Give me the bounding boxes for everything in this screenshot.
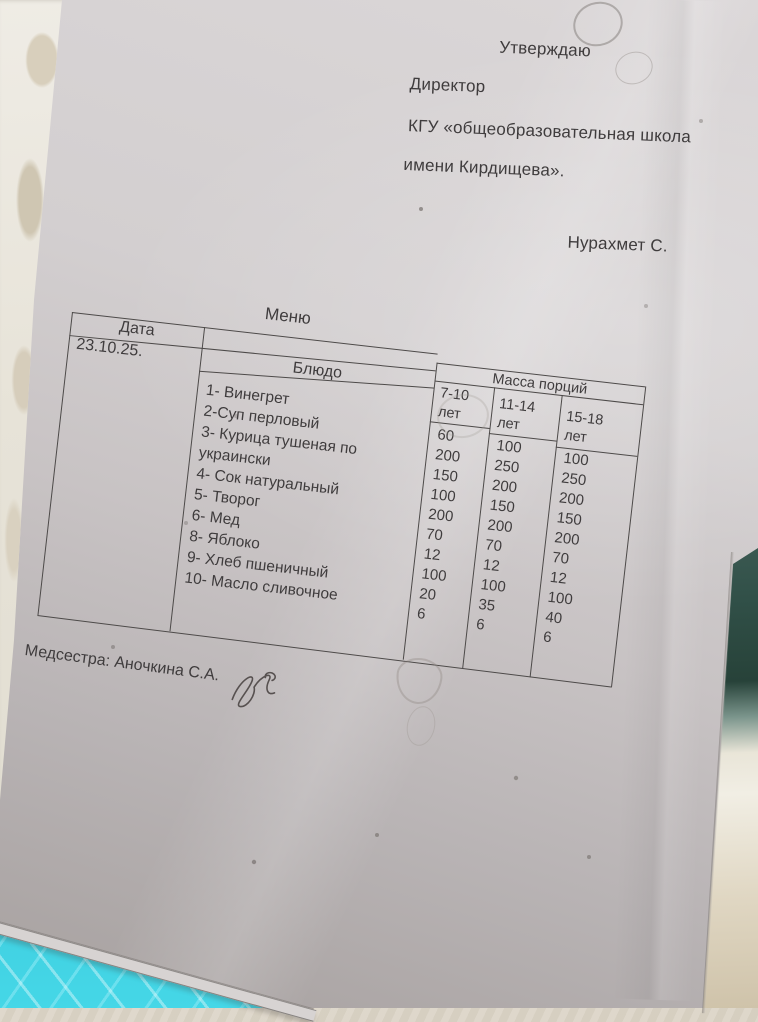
portion-value: 6 — [416, 605, 427, 623]
age-group-header-11-14: 11-14 лет — [496, 396, 537, 434]
dish-list: 1- Винегрет 2-Суп перловый 3- Курица тушен… — [183, 380, 431, 614]
dust-specks — [0, 0, 2, 2]
approval-line-school-2: имени Кирдищева». — [403, 154, 566, 181]
approval-signatory: Нурахмет С. — [567, 232, 669, 256]
signature-handwriting — [231, 671, 276, 708]
approval-line-school-1: КГУ «общеобразовательная школа — [407, 116, 692, 147]
age-group-header-15-18: 15-18 лет — [563, 408, 605, 447]
date-value: 23.10.25. — [75, 335, 144, 361]
approval-line-director: Директор — [409, 74, 486, 97]
approval-block: Утверждаю Директор КГУ «общеобразователь… — [398, 28, 752, 282]
nurse-line: Медсестра: Аночкина С.А. — [21, 642, 284, 718]
approval-line-approve: Утверждаю — [498, 37, 592, 61]
